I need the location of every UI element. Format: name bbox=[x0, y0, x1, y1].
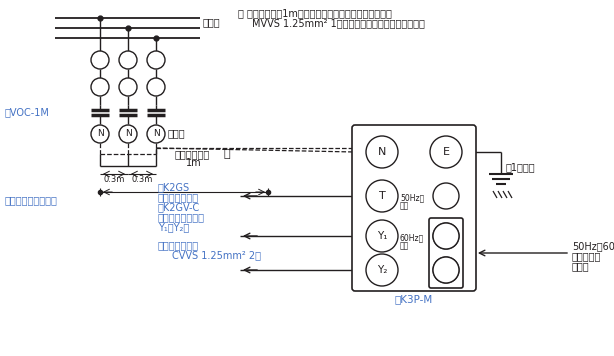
Text: T: T bbox=[379, 191, 386, 201]
Text: 短絡: 短絡 bbox=[400, 241, 410, 250]
Circle shape bbox=[119, 125, 137, 143]
Text: 地絡方向継電器: 地絡方向継電器 bbox=[158, 192, 199, 202]
Circle shape bbox=[366, 254, 398, 286]
Text: 短絡板: 短絡板 bbox=[572, 261, 589, 271]
Text: ＊ 付属ケーブル1mは、マイクロホン用ビニールコード: ＊ 付属ケーブル1mは、マイクロホン用ビニールコード bbox=[238, 8, 392, 18]
Circle shape bbox=[366, 136, 398, 168]
Circle shape bbox=[430, 136, 462, 168]
Circle shape bbox=[366, 220, 398, 252]
Text: 形K3P-M: 形K3P-M bbox=[395, 294, 433, 304]
Text: 付属ケーブルの長さ: 付属ケーブルの長さ bbox=[5, 195, 58, 205]
Circle shape bbox=[147, 78, 165, 96]
Circle shape bbox=[433, 257, 459, 283]
Text: 形K2GV-C: 形K2GV-C bbox=[158, 202, 200, 212]
Text: 第1種接地: 第1種接地 bbox=[506, 162, 535, 172]
Text: 地絡過電圧継電器: 地絡過電圧継電器 bbox=[158, 212, 205, 222]
FancyBboxPatch shape bbox=[352, 125, 476, 291]
Circle shape bbox=[433, 223, 459, 249]
Text: Y₁: Y₁ bbox=[377, 231, 387, 241]
Text: N: N bbox=[153, 130, 160, 138]
Text: Y₂: Y₂ bbox=[377, 265, 387, 275]
Text: 50Hz時: 50Hz時 bbox=[400, 193, 424, 202]
Text: 切り替え用: 切り替え用 bbox=[572, 251, 601, 261]
Circle shape bbox=[147, 125, 165, 143]
Text: 形VOC-1M: 形VOC-1M bbox=[5, 107, 50, 117]
Text: 50Hz、60Hz: 50Hz、60Hz bbox=[572, 241, 614, 251]
Text: 0.3m: 0.3m bbox=[131, 175, 153, 184]
Text: Y₁－Y₂へ: Y₁－Y₂へ bbox=[158, 222, 189, 232]
Text: 低圧側: 低圧側 bbox=[168, 128, 185, 138]
Circle shape bbox=[119, 51, 137, 69]
Circle shape bbox=[91, 78, 109, 96]
Text: 高圧側: 高圧側 bbox=[203, 17, 220, 27]
Text: 短絡: 短絡 bbox=[400, 201, 410, 210]
Circle shape bbox=[119, 78, 137, 96]
Text: N: N bbox=[378, 147, 386, 157]
FancyBboxPatch shape bbox=[429, 218, 463, 288]
Circle shape bbox=[147, 51, 165, 69]
Text: 1m: 1m bbox=[186, 158, 201, 168]
Text: 0.3m: 0.3m bbox=[103, 175, 125, 184]
Text: N: N bbox=[96, 130, 103, 138]
Circle shape bbox=[433, 257, 459, 283]
Text: CVVS 1.25mm² 2芯: CVVS 1.25mm² 2芯 bbox=[172, 250, 261, 260]
Circle shape bbox=[91, 51, 109, 69]
Circle shape bbox=[433, 223, 459, 249]
Text: 形K2GS: 形K2GS bbox=[158, 182, 190, 192]
Circle shape bbox=[433, 183, 459, 209]
Text: 60Hz時: 60Hz時 bbox=[400, 233, 424, 242]
Text: E: E bbox=[443, 147, 449, 157]
Text: MVVS 1.25mm² 1芯シールド線を使用しています。: MVVS 1.25mm² 1芯シールド線を使用しています。 bbox=[252, 18, 425, 28]
Circle shape bbox=[91, 125, 109, 143]
Text: ＊: ＊ bbox=[224, 149, 231, 159]
Text: 付属ケーブル: 付属ケーブル bbox=[175, 149, 210, 159]
Text: N: N bbox=[125, 130, 131, 138]
Circle shape bbox=[366, 180, 398, 212]
Text: 推奨ケーブル：: 推奨ケーブル： bbox=[158, 240, 199, 250]
